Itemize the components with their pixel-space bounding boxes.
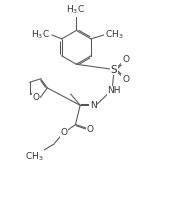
Text: N: N [90,101,97,110]
Text: S: S [111,65,117,75]
Text: O: O [60,128,67,137]
Text: O: O [122,55,129,64]
Text: H$_3$C: H$_3$C [66,3,85,16]
Text: NH: NH [107,86,121,95]
Text: CH$_3$: CH$_3$ [25,151,43,163]
Text: H$_3$C: H$_3$C [31,29,50,41]
Text: O: O [122,75,129,84]
Text: CH$_3$: CH$_3$ [106,29,124,41]
Text: O: O [86,125,93,134]
Text: O: O [33,93,40,102]
